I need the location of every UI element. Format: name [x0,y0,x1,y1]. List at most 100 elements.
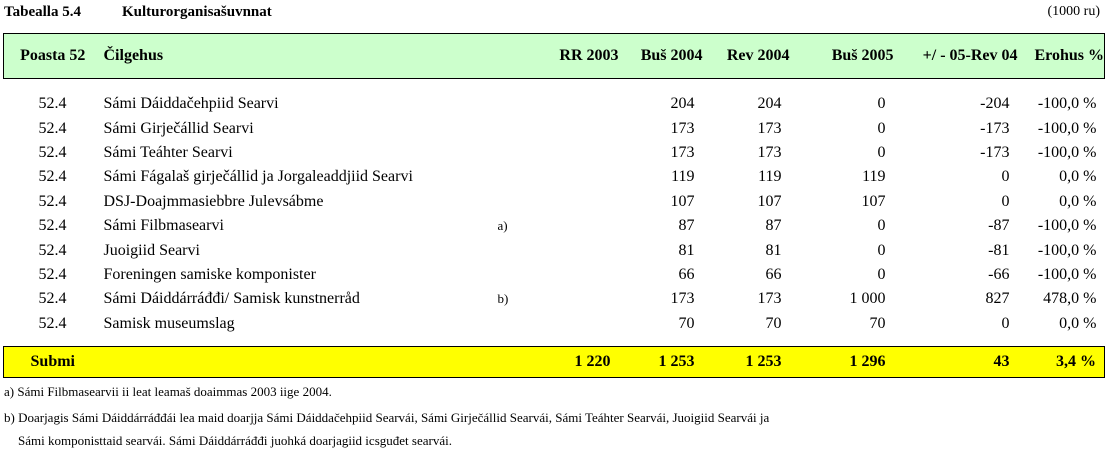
col-header-description: Čilgehus [101,33,494,79]
rev2004-cell: 173 [757,119,782,137]
footnote-b: b) Doarjagis Sámi Dáiddárráđđái lea maid… [4,410,770,425]
diff-cell: -173 [980,143,1010,161]
footnote-ref: a) [497,218,508,234]
rr2003-cell [534,165,619,189]
post-cell: 52.4 [38,217,67,235]
table-row: 52.4 Juoigiid Searvi 81 81 0 -81 -100,0 % [4,238,1105,262]
diff-cell: -87 [988,217,1010,235]
table-row: 52.4 Samisk museumslag 70 70 70 0 0,0 % [4,312,1105,336]
description-cell: Sámi Fágalaš girječállid ja Jorgaleaddji… [103,168,413,186]
table-row: 52.4 Sámi Girječállid Searvi 173 173 0 -173 -1… [4,116,1105,140]
table-row: 52.4 DSJ-Doajmmasiebbre Julevsábme 107 107 1… [4,190,1105,214]
col-header-rr2003: RR 2003 [533,33,619,79]
col-header-diff: +/ - 05-Rev 04 [893,33,1018,79]
description-cell: Sámi Teáhter Searvi [103,143,233,161]
bus2004-cell: 173 [670,143,695,161]
bus2005-cell: 119 [862,168,886,186]
bus2005-cell: 0 [877,217,886,235]
description-cell: Sámi Dáiddačehpiid Searvi [103,95,279,113]
post-cell: 52.4 [38,119,67,137]
budget-table: Poasta 52 Čilgehus RR 2003 Buš 2004 Rev … [3,33,1105,378]
col-header-bus2004: Buš 2004 [618,33,703,79]
footnote-ref [494,165,534,189]
bus2004-cell: 66 [678,265,695,283]
footnote-ref [494,263,534,287]
bus2004-cell: 70 [678,314,695,332]
diff-cell: -66 [988,265,1010,283]
footnote-ref [494,238,534,262]
percent-cell: -100,0 % [1037,241,1097,259]
total-rev2004: 1 253 [702,345,790,378]
post-cell: 52.4 [38,95,67,113]
rev2004-cell: 107 [757,192,782,210]
description-cell: DSJ-Doajmmasiebbre Julevsábme [103,192,324,210]
total-bus2005: 1 296 [789,345,894,378]
percent-cell: 0,0 % [1059,168,1097,186]
description-cell: Foreningen samiske komponister [103,265,316,283]
percent-cell: 0,0 % [1059,192,1097,210]
percent-cell: 478,0 % [1043,290,1097,308]
total-empty [101,345,494,378]
table-row: 52.4 Sámi Fágalaš girječállid ja Jorgalea… [4,165,1105,189]
col-header-note [493,33,534,79]
table-title: Kulturorganisašuvnnat [122,4,272,20]
bus2004-cell: 107 [670,192,695,210]
rr2003-cell [534,263,619,287]
percent-cell: -100,0 % [1037,143,1097,161]
percent-cell: 0,0 % [1059,314,1097,332]
rev2004-cell: 87 [765,217,782,235]
diff-cell: -173 [980,119,1010,137]
bus2004-cell: 119 [671,168,695,186]
bus2004-cell: 204 [670,95,695,113]
rr2003-cell [534,287,619,311]
table-caption: Tabealla 5.4 Kulturorganisašuvnnat (1000… [4,2,1102,24]
rev2004-cell: 66 [765,265,782,283]
total-row: Submi 1 220 1 253 1 253 1 296 43 3,4 % [3,345,1105,378]
bus2005-cell: 0 [877,241,886,259]
diff-cell: -204 [980,95,1010,113]
total-label: Submi [3,345,102,378]
rev2004-cell: 70 [765,314,782,332]
bus2005-cell: 0 [877,265,886,283]
bus2005-cell: 0 [877,95,886,113]
post-cell: 52.4 [38,168,67,186]
col-header-bus2005: Buš 2005 [789,33,894,79]
footnote-a: a) Sámi Filbmasearvii ii leat leamaš doa… [4,384,332,399]
description-cell: Samisk museumslag [103,314,235,332]
rev2004-cell: 81 [765,241,782,259]
rr2003-cell [534,238,619,262]
col-header-post: Poasta 52 [3,33,102,79]
table-number: Tabealla 5.4 [4,4,81,20]
percent-cell: -100,0 % [1037,217,1097,235]
diff-cell: 0 [1001,314,1010,332]
rr2003-cell [534,92,619,116]
bus2005-cell: 0 [877,143,886,161]
total-empty [493,345,534,378]
post-cell: 52.4 [38,314,67,332]
percent-cell: -100,0 % [1037,265,1097,283]
bus2005-cell: 70 [869,314,886,332]
table-row: 52.4 Sámi Filbmasearvi a) 87 87 0 -87 -100,0 % [4,214,1105,238]
post-cell: 52.4 [38,241,67,259]
bus2005-cell: 0 [877,119,886,137]
post-cell: 52.4 [38,143,67,161]
rr2003-cell [534,214,619,238]
rr2003-cell [534,312,619,336]
bus2004-cell: 87 [678,217,695,235]
rev2004-cell: 119 [758,168,782,186]
rr2003-cell [534,190,619,214]
diff-cell: 0 [1001,192,1010,210]
footnote-b-continued: Sámi komponisttaid searvái. Sámi Dáiddár… [18,433,452,448]
post-cell: 52.4 [38,192,67,210]
total-bus2004: 1 253 [618,345,703,378]
rr2003-cell [534,141,619,165]
bus2005-cell: 107 [861,192,886,210]
percent-cell: -100,0 % [1037,95,1097,113]
table-row: 52.4 Sámi Dáiddárráđđi/ Samisk kunstnerrå… [4,287,1105,311]
footnote-ref: b) [497,291,509,307]
table-row: 52.4 Sámi Dáiddačehpiid Searvi 204 204 0 -204… [4,92,1105,116]
diff-cell: 0 [1001,168,1010,186]
footnote-ref [494,92,534,116]
unit-label: (1000 ru) [1047,4,1101,19]
description-cell: Sámi Girječállid Searvi [103,119,254,137]
